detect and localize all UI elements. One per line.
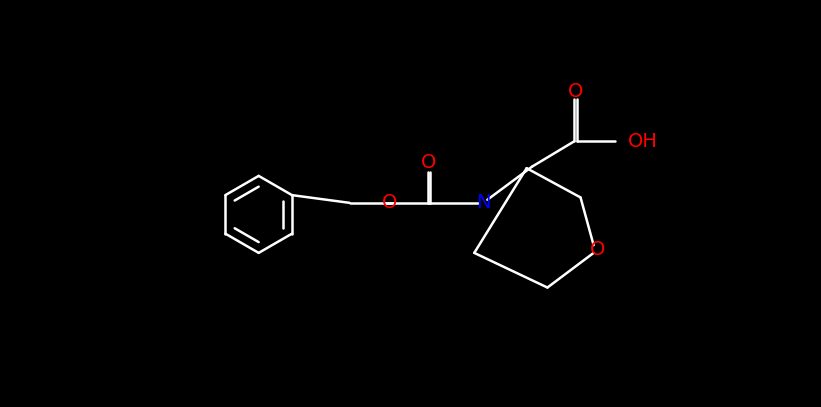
Text: O: O: [382, 193, 397, 212]
Text: O: O: [421, 153, 437, 172]
Text: N: N: [476, 193, 491, 212]
Text: O: O: [589, 240, 605, 258]
Text: OH: OH: [628, 132, 658, 151]
Text: O: O: [567, 82, 583, 101]
